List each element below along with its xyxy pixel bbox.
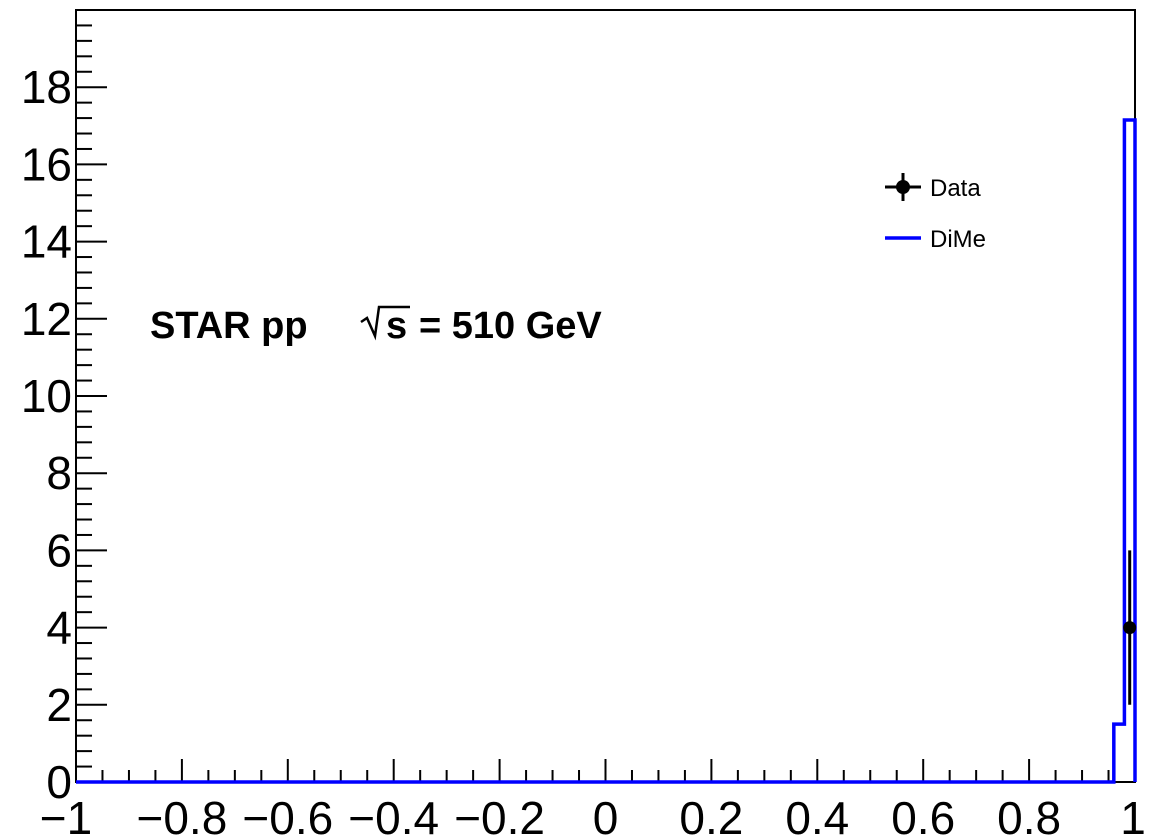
annotation: STAR pp s = 510 GeV [150,305,602,347]
data-point [1123,621,1137,635]
x-tick-label: 0.6 [891,792,955,836]
y-tick-label: 18 [21,61,72,113]
y-tick-label: 0 [46,756,72,808]
sqrt-sign-icon [360,305,410,341]
y-tick-label: 6 [46,524,72,576]
legend: Data DiMe [885,173,986,253]
x-tick-label: 0.2 [679,792,743,836]
annotation-radicand: s [386,305,407,347]
y-axis-tick-labels: 0 2 4 6 8 10 12 14 16 18 [21,61,72,808]
x-tick-label: 1 [1120,792,1146,836]
dime-histogram-line [76,118,1137,784]
y-tick-label: 8 [46,447,72,499]
x-axis-tick-labels: −1 −0.8 −0.6 −0.4 −0.2 0 0.2 0.4 0.6 0.8 1 [40,792,1146,836]
x-tick-label: −0.4 [348,792,439,836]
x-axis-ticks [75,759,1136,782]
x-tick-label: 0 [593,792,619,836]
x-tick-label: 0.4 [785,792,849,836]
x-tick-label: −0.6 [242,792,333,836]
y-tick-label: 2 [46,679,72,731]
y-tick-label: 16 [21,138,72,190]
annotation-suffix: = 510 GeV [419,305,602,347]
legend-data-label: Data [930,175,981,202]
plot-frame [75,9,1136,783]
x-tick-label: −0.8 [136,792,227,836]
legend-dime-label: DiMe [930,226,986,253]
annotation-prefix: STAR pp [150,305,308,347]
y-tick-label: 10 [21,370,72,422]
y-tick-label: 14 [21,216,72,268]
x-tick-label: 0.8 [997,792,1061,836]
x-tick-label: −1 [40,792,92,836]
y-axis-ticks [76,9,107,783]
legend-data-marker [885,173,921,201]
y-tick-label: 4 [46,602,72,654]
y-tick-label: 12 [21,293,72,345]
series-layer [76,118,1137,784]
x-tick-label: −0.2 [454,792,545,836]
